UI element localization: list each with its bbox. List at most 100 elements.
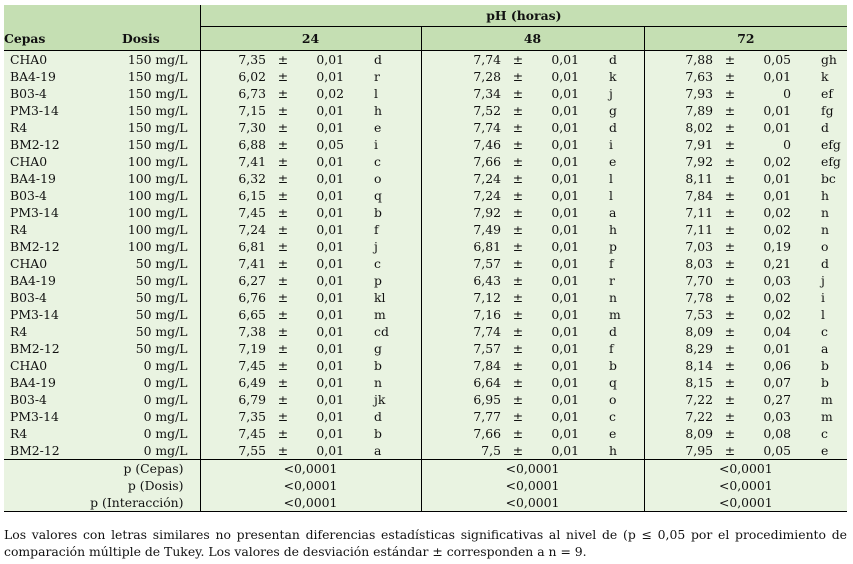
p-value: <0,0001	[420, 459, 644, 477]
cepa-cell: R4	[4, 119, 122, 136]
tukey-group: m	[791, 408, 848, 425]
plus-minus-sign: ±	[713, 323, 747, 340]
mean-value: 6,64	[420, 374, 501, 391]
table-row: CHA0 150 mg/L 7,35 ±0,01 d 7,74 ±0,01 d 7,88 ±0,0…	[4, 50, 848, 68]
mean-value: 7,91	[643, 136, 713, 153]
mean-value: 7,22	[643, 391, 713, 408]
table-row: BM2-12 100 mg/L 6,81 ±0,01 j 6,81 ±0,01 p 7,03 ±0…	[4, 238, 848, 255]
tukey-group: h	[791, 187, 848, 204]
mean-value: 7,52	[420, 102, 501, 119]
sd-value: 0,01	[535, 68, 579, 85]
plus-minus-sign: ±	[266, 204, 300, 221]
mean-value: 6,88	[199, 136, 266, 153]
sd-value: 0,01	[300, 221, 344, 238]
tukey-group: q	[344, 187, 421, 204]
sd-value: 0,01	[535, 289, 579, 306]
dosis-cell: 0 mg/L	[122, 408, 200, 425]
mean-value: 7,15	[199, 102, 266, 119]
table-footnote: Los valores con letras similares no pres…	[4, 527, 847, 559]
mean-value: 8,09	[643, 425, 713, 442]
sd-value: 0,04	[747, 323, 791, 340]
mean-value: 7,74	[420, 323, 501, 340]
sd-value: 0,02	[300, 85, 344, 102]
plus-minus-sign: ±	[501, 221, 535, 238]
mean-value: 7,46	[420, 136, 501, 153]
tukey-group: e	[344, 119, 421, 136]
mean-value: 7,24	[420, 170, 501, 187]
sd-value: 0,01	[300, 238, 344, 255]
tukey-group: d	[791, 255, 848, 272]
mean-value: 7,35	[199, 408, 266, 425]
plus-minus-sign: ±	[501, 68, 535, 85]
sd-value: 0,07	[747, 374, 791, 391]
mean-value: 7,57	[420, 340, 501, 357]
tukey-group: e	[579, 425, 644, 442]
mean-value: 7,66	[420, 425, 501, 442]
tukey-group: b	[344, 204, 421, 221]
plus-minus-sign: ±	[266, 119, 300, 136]
mean-value: 7,55	[199, 442, 266, 460]
plus-minus-sign: ±	[713, 408, 747, 425]
mean-value: 7,70	[643, 272, 713, 289]
sd-value: 0,19	[747, 238, 791, 255]
mean-value: 7,95	[643, 442, 713, 460]
mean-value: 6,49	[199, 374, 266, 391]
cepa-cell: CHA0	[4, 153, 122, 170]
sd-value: 0,01	[300, 50, 344, 68]
tukey-group: n	[791, 204, 848, 221]
plus-minus-sign: ±	[266, 408, 300, 425]
tukey-group: f	[344, 221, 421, 238]
mean-value: 6,65	[199, 306, 266, 323]
tukey-group: h	[344, 102, 421, 119]
dosis-cell: 150 mg/L	[122, 119, 200, 136]
plus-minus-sign: ±	[266, 136, 300, 153]
table-row: PM3-14 50 mg/L 6,65 ±0,01 m 7,16 ±0,01 m 7,53 ±0,…	[4, 306, 848, 323]
plus-minus-sign: ±	[501, 272, 535, 289]
sd-value: 0,01	[535, 102, 579, 119]
tukey-group: m	[579, 306, 644, 323]
cepa-cell: PM3-14	[4, 408, 122, 425]
plus-minus-sign: ±	[266, 340, 300, 357]
table-row: B03-4 100 mg/L 6,15 ±0,01 q 7,24 ±0,01 l 7,84 ±0,…	[4, 187, 848, 204]
tukey-group: d	[791, 119, 848, 136]
mean-value: 6,27	[199, 272, 266, 289]
mean-value: 7,24	[199, 221, 266, 238]
tukey-group: gh	[791, 50, 848, 68]
table-row: R4 100 mg/L 7,24 ±0,01 f 7,49 ±0,01 h 7,11 ±0,02 n	[4, 221, 848, 238]
cepa-cell: R4	[4, 323, 122, 340]
table-row: BM2-12 150 mg/L 6,88 ±0,05 i 7,46 ±0,01 i 7,91 ±0…	[4, 136, 848, 153]
tukey-group: l	[791, 306, 848, 323]
col-24h-header: 24	[199, 26, 421, 51]
plus-minus-sign: ±	[713, 153, 747, 170]
mean-value: 7,16	[420, 306, 501, 323]
mean-value: 8,09	[643, 323, 713, 340]
sd-value: 0,01	[300, 272, 344, 289]
mean-value: 7,88	[643, 50, 713, 68]
p-value-row: p (Dosis) <0,0001 <0,0001 <0,0001	[4, 477, 848, 494]
tukey-group: j	[344, 238, 421, 255]
mean-value: 7,74	[420, 50, 501, 68]
plus-minus-sign: ±	[501, 119, 535, 136]
sd-value: 0,01	[300, 374, 344, 391]
dosis-cell: 100 mg/L	[122, 204, 200, 221]
cepa-cell: R4	[4, 221, 122, 238]
cepa-cell: CHA0	[4, 255, 122, 272]
tukey-group: g	[579, 102, 644, 119]
mean-value: 6,95	[420, 391, 501, 408]
sd-value: 0,01	[535, 442, 579, 460]
tukey-group: g	[344, 340, 421, 357]
dosis-cell: 0 mg/L	[122, 442, 200, 460]
tukey-group: d	[344, 50, 421, 68]
tukey-group: b	[344, 357, 421, 374]
tukey-group: p	[579, 238, 644, 255]
tukey-group: bc	[791, 170, 848, 187]
plus-minus-sign: ±	[266, 238, 300, 255]
p-value-row: p (Interacción) <0,0001 <0,0001 <0,0001	[4, 494, 848, 512]
dosis-cell: 50 mg/L	[122, 289, 200, 306]
mean-value: 7,41	[199, 255, 266, 272]
plus-minus-sign: ±	[501, 136, 535, 153]
tukey-group: efg	[791, 153, 848, 170]
plus-minus-sign: ±	[501, 357, 535, 374]
sd-value: 0,01	[535, 408, 579, 425]
p-value-label: p (Cepas)	[4, 459, 200, 477]
